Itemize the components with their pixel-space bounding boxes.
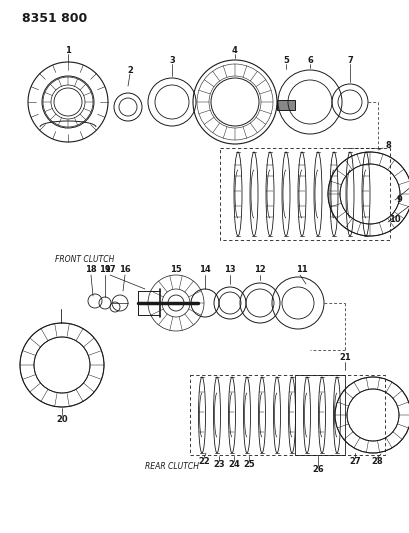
Text: 19: 19: [99, 265, 110, 274]
Text: 2: 2: [127, 66, 133, 75]
Text: 23: 23: [213, 461, 224, 470]
Text: 7: 7: [346, 55, 352, 64]
Text: 28: 28: [370, 457, 382, 466]
Bar: [220, 148, 389, 240]
Text: 10: 10: [388, 215, 400, 224]
Text: 15: 15: [170, 265, 182, 274]
Text: 3: 3: [169, 55, 175, 64]
Text: 11: 11: [295, 265, 307, 274]
Text: 14: 14: [199, 265, 210, 274]
Text: 8: 8: [384, 141, 390, 149]
Text: 4: 4: [231, 45, 237, 54]
Text: 25: 25: [243, 461, 254, 470]
Bar: [189, 375, 384, 455]
Text: 22: 22: [198, 457, 209, 466]
Text: 12: 12: [254, 265, 265, 274]
Text: 16: 16: [119, 265, 130, 274]
Text: 24: 24: [227, 461, 239, 470]
Text: 21: 21: [338, 353, 350, 362]
Text: 13: 13: [224, 265, 235, 274]
Text: 18: 18: [85, 265, 97, 274]
Text: 20: 20: [56, 416, 67, 424]
Text: 26: 26: [311, 465, 323, 474]
Text: 5: 5: [282, 55, 288, 64]
Text: 6: 6: [306, 55, 312, 64]
Text: 9: 9: [396, 196, 402, 205]
Bar: [294, 375, 344, 455]
Text: 17: 17: [104, 265, 115, 274]
Text: 1: 1: [65, 45, 71, 54]
Bar: [276, 100, 294, 110]
Text: REAR CLUTCH: REAR CLUTCH: [145, 463, 198, 472]
Text: 8351 800: 8351 800: [22, 12, 87, 25]
Text: 27: 27: [348, 457, 360, 466]
Text: FRONT CLUTCH: FRONT CLUTCH: [55, 255, 114, 264]
